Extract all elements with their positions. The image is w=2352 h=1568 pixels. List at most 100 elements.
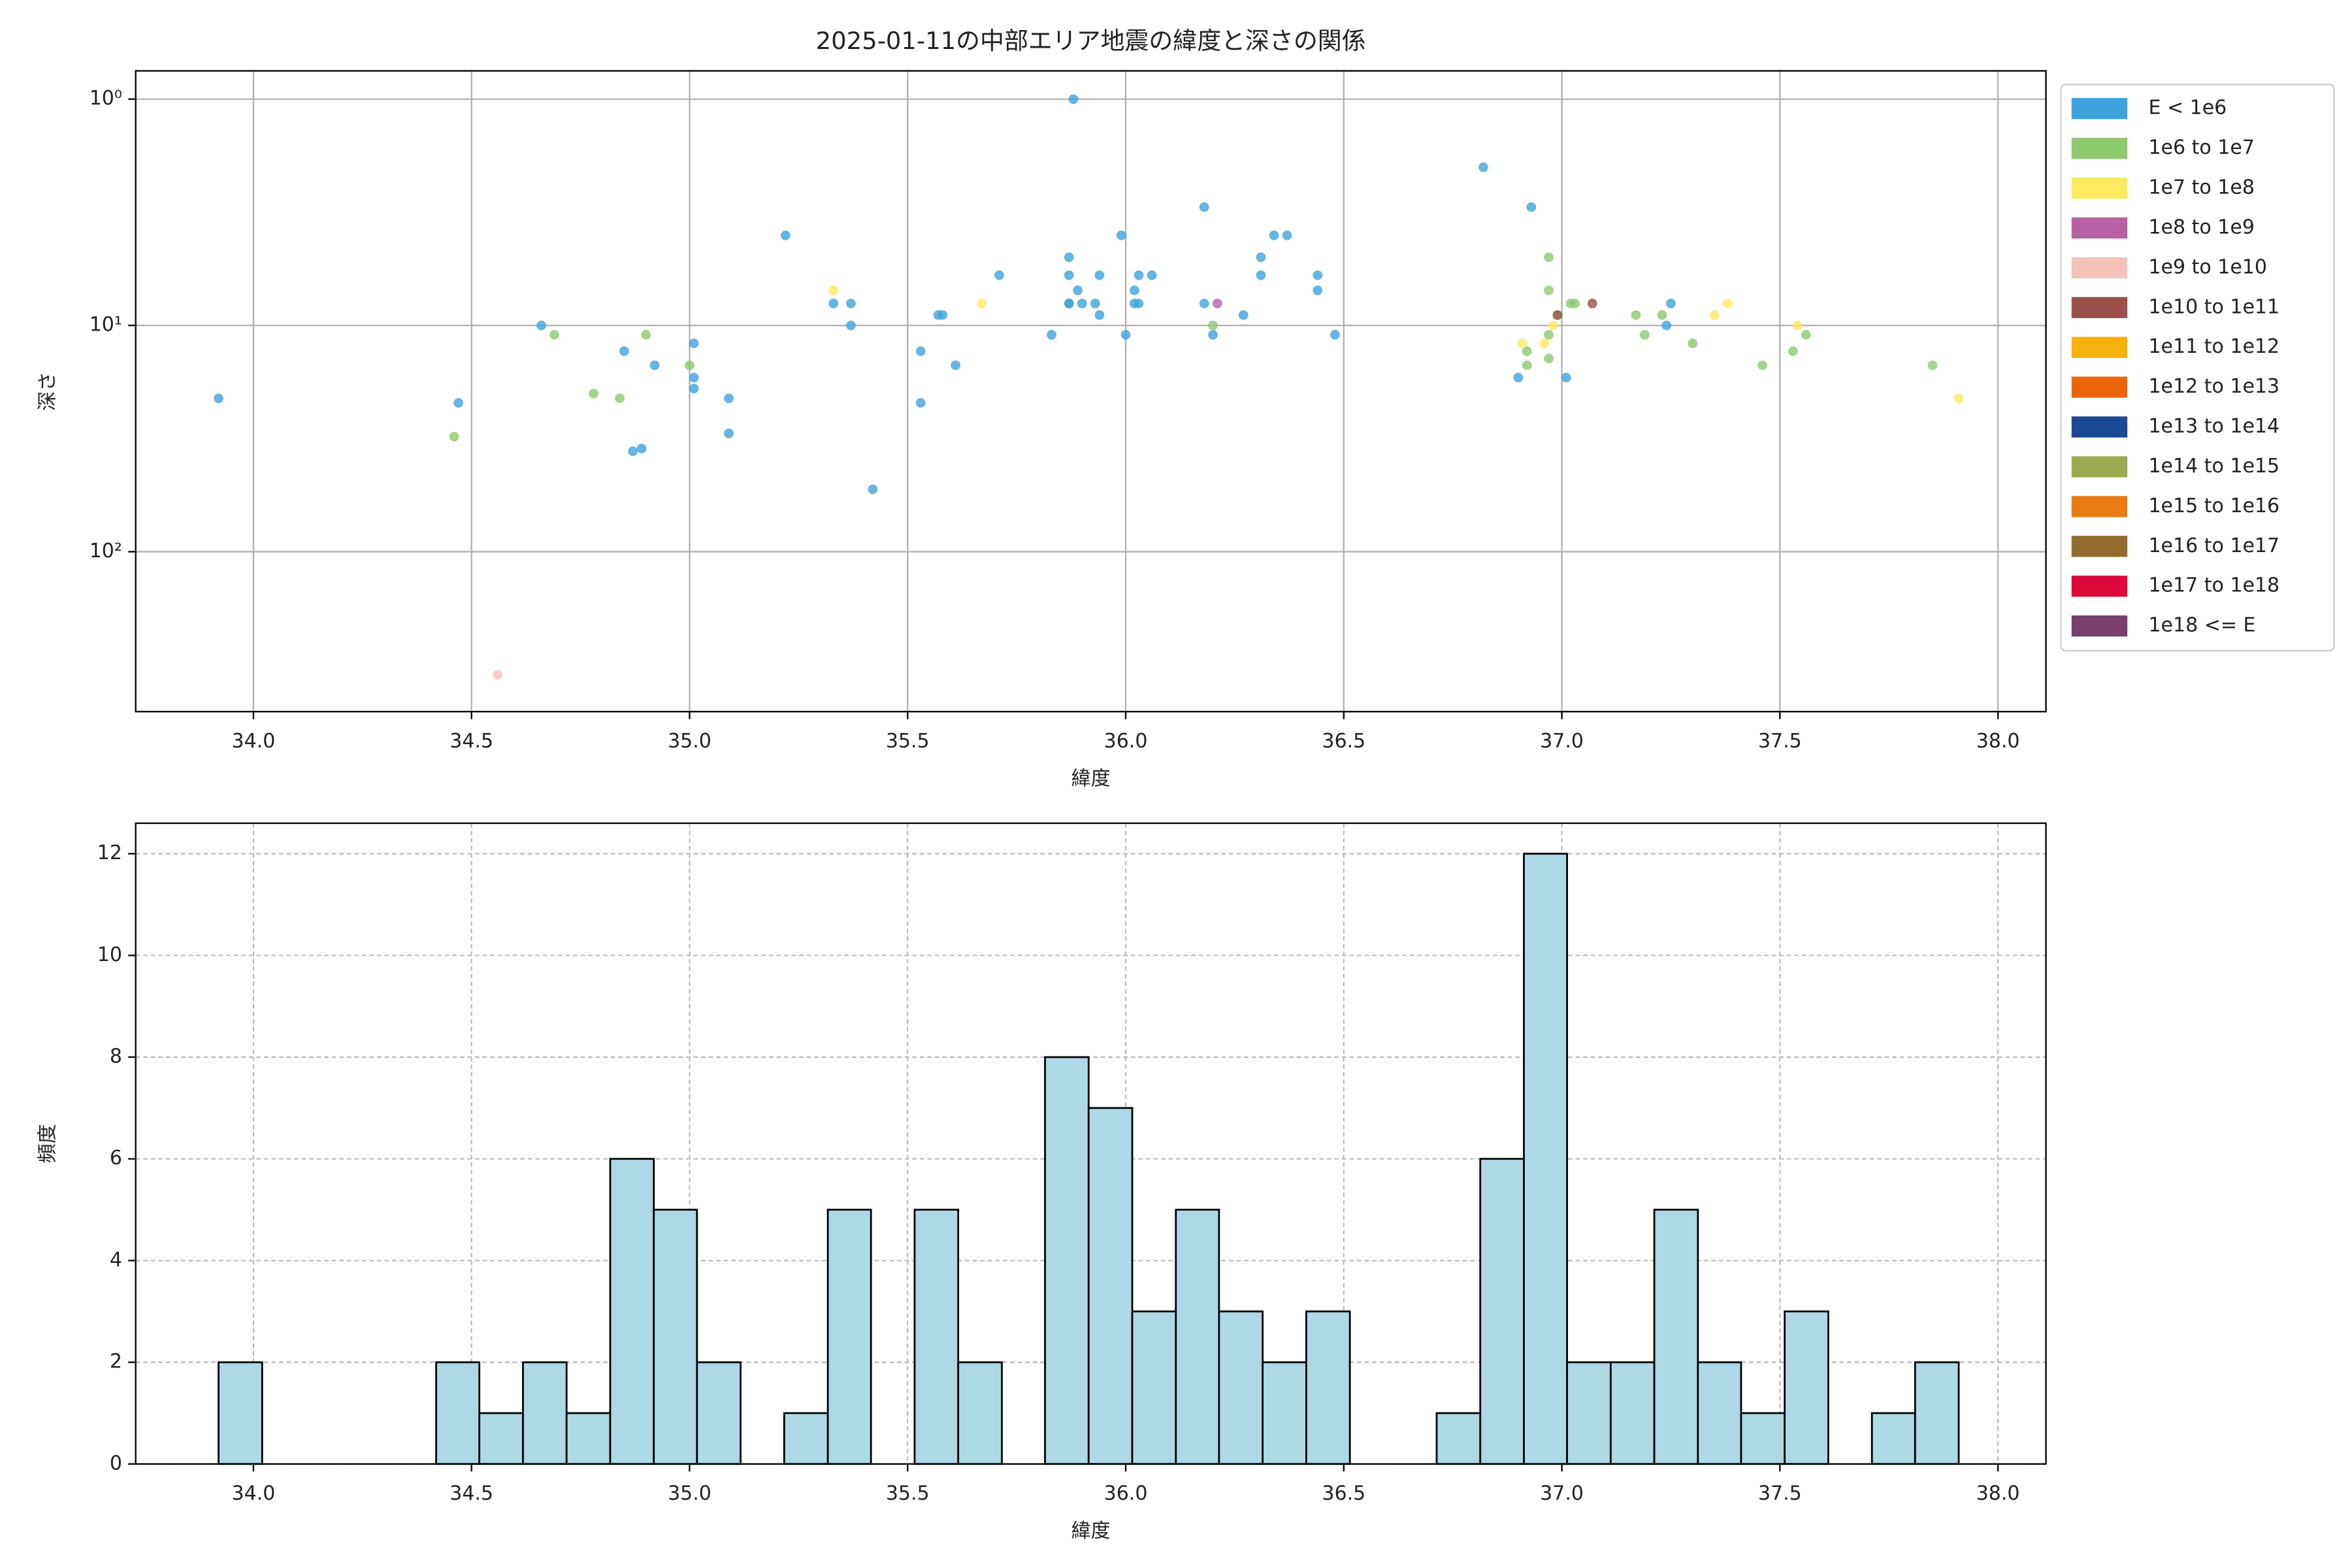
bar [653,1209,698,1465]
point [1064,252,1074,263]
point [1090,299,1100,308]
point [1544,353,1554,364]
bar [913,1209,960,1465]
legend-label: E < 1e6 [2148,97,2227,120]
point [1047,330,1056,340]
point [1640,330,1650,340]
point [1548,320,1558,331]
bar [478,1412,524,1465]
legend-label: 1e6 to 1e7 [2148,137,2254,159]
y-tick-label: 2 [110,1350,122,1373]
y-tick-label: 4 [110,1249,122,1271]
x-tick-label: 35.5 [886,1482,930,1505]
bar [435,1361,481,1465]
point [1478,162,1488,172]
point [1927,360,1938,370]
legend-label: 1e18 <= E [2148,614,2255,637]
bar [1175,1209,1220,1465]
bar [1566,1361,1612,1465]
legend-swatch [2071,98,2128,120]
x-tick-label: 35.0 [668,1482,711,1505]
point [938,310,948,320]
point [1073,286,1083,295]
legend-label: 1e15 to 1e16 [2148,495,2279,517]
bar [565,1412,612,1465]
legend-swatch [2071,336,2128,358]
y-tick-label: 8 [110,1045,122,1068]
point [1064,299,1074,308]
point [1238,310,1249,320]
point [1269,230,1279,240]
point [1313,286,1323,295]
point [1526,202,1537,212]
point [685,360,694,370]
legend-label: 1e9 to 1e10 [2148,255,2267,278]
x-tick-label: 37.0 [1540,1482,1584,1505]
point [1116,230,1126,240]
bar [218,1361,263,1465]
point [1544,286,1554,295]
bar [826,1209,872,1465]
point [1208,320,1218,331]
point [1544,252,1554,263]
bar [1609,1361,1656,1465]
point [1801,330,1811,340]
bar [1087,1107,1134,1465]
x-tick-label: 37.5 [1758,1482,1802,1505]
point [780,230,791,240]
point [994,270,1004,280]
point [449,431,459,442]
point [1522,360,1532,370]
x-axis-label: 緯度 [1071,1520,1111,1543]
point [724,428,734,438]
point [619,346,629,356]
point [1788,346,1798,356]
y-tick-label: 10 [97,943,122,966]
chart-title: 2025-01-11の中部エリア地震の緯度と深さの関係 [816,27,1366,55]
point [1722,299,1733,308]
legend-frame [2060,84,2335,652]
legend-swatch [2071,496,2128,517]
point [493,670,503,680]
x-tick-label: 34.0 [232,1482,276,1505]
point [1513,372,1524,383]
x-tick-label: 36.0 [1104,730,1148,753]
legend-label: 1e17 to 1e18 [2148,574,2279,597]
point [1120,330,1131,340]
legend-label: 1e11 to 1e12 [2148,335,2279,358]
plot-frame [135,822,2047,1465]
bar [1044,1056,1090,1465]
bar [1131,1310,1177,1465]
point [1134,299,1144,308]
point [1666,299,1676,308]
x-tick-label: 34.0 [232,730,276,753]
point [1657,310,1667,320]
legend-swatch [2071,576,2128,597]
y-tick-label: 6 [110,1147,122,1169]
point [453,398,464,408]
point [536,320,546,331]
bar [522,1361,568,1465]
legend-label: 1e14 to 1e15 [2148,455,2279,478]
point [1552,310,1563,320]
point [1147,270,1157,280]
point [1094,270,1105,280]
point [915,398,926,408]
point [977,299,987,308]
point [1134,270,1144,280]
y-axis-label: 深さ [36,372,59,411]
y-tick-label: 0 [110,1452,122,1475]
bar [1914,1361,1960,1465]
legend-label: 1e7 to 1e8 [2148,176,2254,199]
legend-label: 1e8 to 1e9 [2148,216,2254,238]
point [628,446,638,457]
x-tick-label: 36.5 [1322,1482,1365,1505]
bar [696,1361,742,1465]
x-tick-label: 38.0 [1976,730,2020,753]
point [1518,338,1527,348]
legend-swatch [2071,376,2128,398]
bar [1218,1310,1264,1465]
point [636,444,647,453]
legend-swatch [2071,456,2128,478]
legend-swatch [2071,177,2128,199]
